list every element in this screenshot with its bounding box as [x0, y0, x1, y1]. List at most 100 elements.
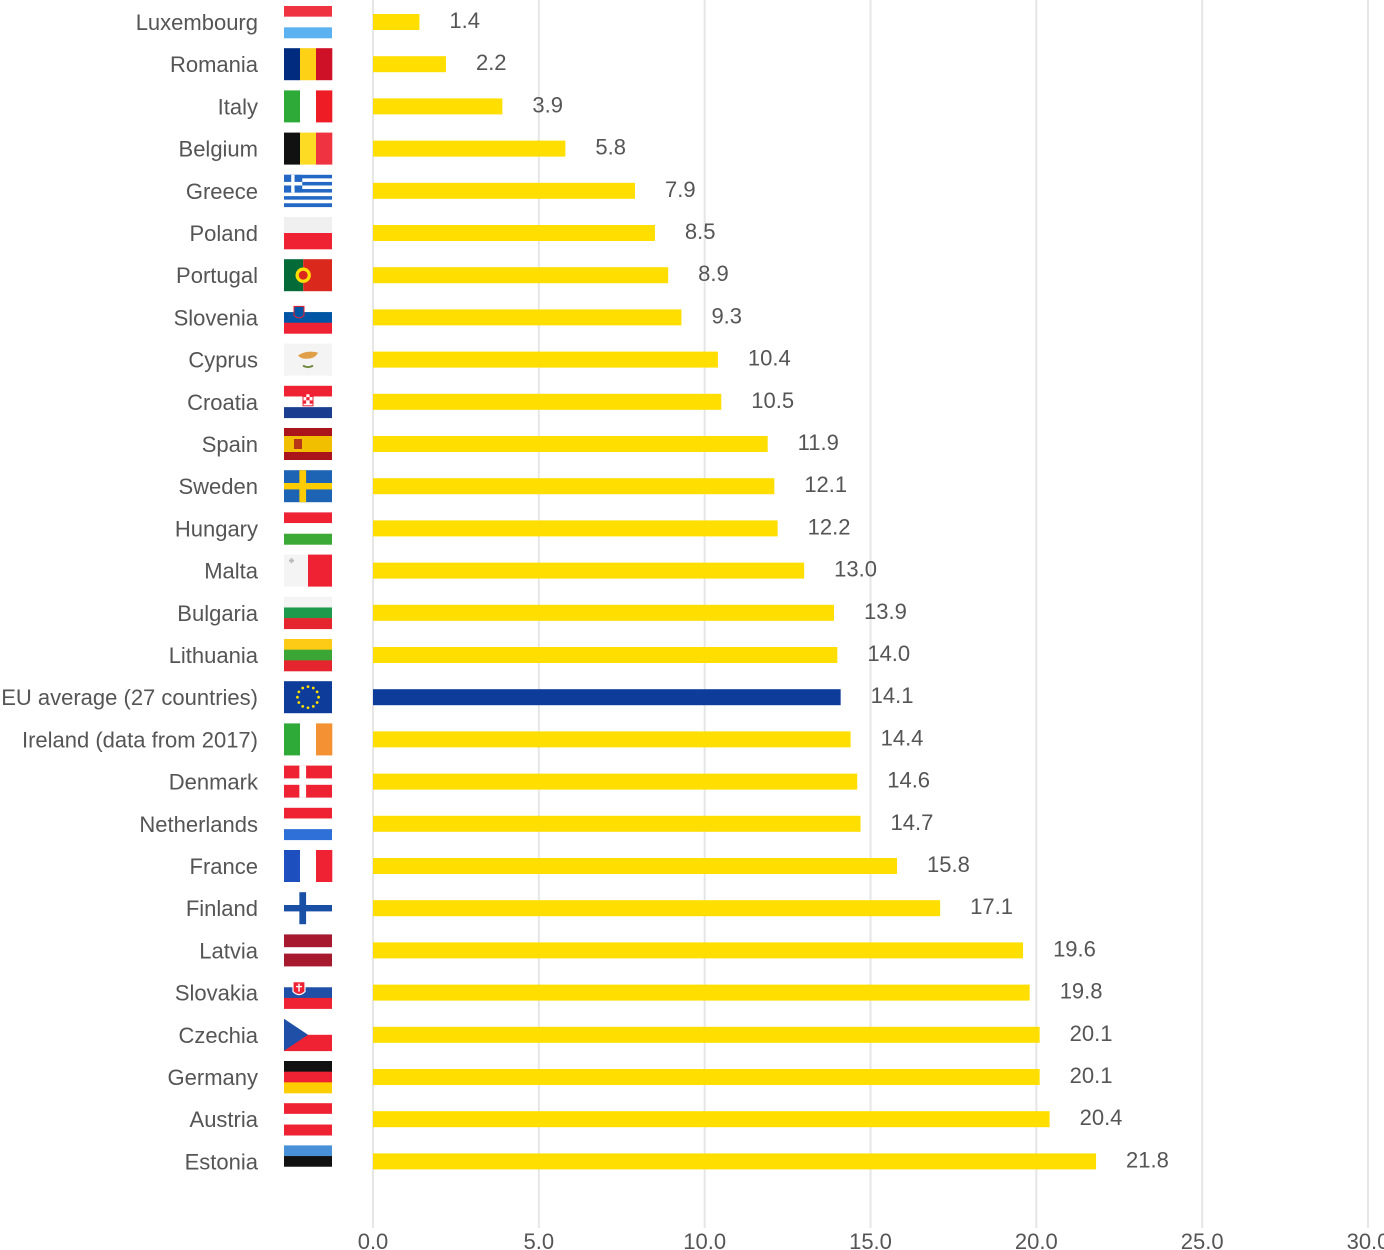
value-label-ireland-data-from-2017: 14.4: [881, 725, 924, 750]
bar-czechia: [373, 1026, 1040, 1043]
flag-france-icon: [284, 850, 333, 882]
category-label-finland: Finland: [186, 896, 258, 921]
flag-bulgaria-icon: [284, 596, 332, 630]
flag-sweden-icon: [284, 470, 332, 503]
value-label-france: 15.8: [927, 852, 970, 877]
x-tick-label: 20.0: [1015, 1229, 1058, 1250]
bar-austria: [373, 1111, 1050, 1128]
bar-germany: [373, 1069, 1040, 1085]
category-label-greece: Greece: [186, 179, 258, 204]
bar-slovakia: [373, 984, 1030, 1001]
value-label-luxembourg: 1.4: [449, 8, 480, 33]
bar-poland: [373, 225, 655, 241]
bar-netherlands: [373, 815, 861, 832]
category-label-hungary: Hungary: [175, 516, 258, 541]
bar-italy: [373, 98, 503, 115]
category-label-luxembourg: Luxembourg: [136, 10, 258, 35]
value-label-croatia: 10.5: [751, 388, 794, 413]
value-label-bulgaria: 13.9: [864, 599, 907, 624]
bar-bulgaria: [373, 604, 835, 621]
value-label-finland: 17.1: [970, 894, 1013, 919]
bar-lithuania: [373, 647, 838, 663]
bar-latvia: [373, 942, 1024, 959]
bar-slovenia: [373, 309, 682, 326]
value-label-romania: 2.2: [476, 50, 507, 75]
value-label-slovenia: 9.3: [711, 303, 742, 328]
flag-belgium-icon: [284, 132, 333, 165]
flag-slovakia-icon: [284, 976, 332, 1009]
flag-romania-icon: [284, 48, 333, 81]
category-label-ireland-data-from-2017: Ireland (data from 2017): [22, 727, 258, 752]
bar-croatia: [373, 393, 722, 410]
bar-sweden: [373, 478, 775, 495]
bar-greece: [373, 182, 636, 199]
bar-romania: [373, 56, 446, 73]
category-label-estonia: Estonia: [185, 1149, 259, 1174]
flag-latvia-icon: [284, 934, 332, 967]
value-label-denmark: 14.6: [887, 768, 930, 793]
category-label-bulgaria: Bulgaria: [177, 601, 258, 626]
value-label-italy: 3.9: [532, 92, 563, 117]
bar-finland: [373, 900, 941, 917]
value-label-slovakia: 19.8: [1060, 979, 1103, 1004]
bar-hungary: [373, 520, 778, 537]
flag-cyprus-icon: [284, 343, 332, 376]
category-label-austria: Austria: [190, 1107, 259, 1132]
bar-eu-average-27-countries: [373, 689, 841, 706]
flag-spain-icon: [284, 428, 332, 460]
category-label-romania: Romania: [170, 52, 259, 77]
flag-finland-icon: [284, 892, 332, 925]
flag-portugal-icon: [284, 259, 332, 292]
bar-estonia: [373, 1153, 1097, 1170]
value-label-portugal: 8.9: [698, 261, 729, 286]
bar-luxembourg: [373, 14, 420, 30]
flag-netherlands-icon: [284, 807, 332, 841]
value-label-greece: 7.9: [665, 177, 696, 202]
flag-poland-icon: [284, 217, 332, 250]
category-label-latvia: Latvia: [199, 938, 258, 963]
category-label-denmark: Denmark: [169, 770, 259, 795]
flag-denmark-icon: [284, 765, 332, 798]
flag-lithuania-icon: [284, 639, 332, 672]
category-label-portugal: Portugal: [176, 263, 258, 288]
category-label-malta: Malta: [204, 559, 259, 584]
flag-slovenia-icon: [284, 301, 332, 334]
value-label-spain: 11.9: [798, 430, 839, 455]
category-label-slovenia: Slovenia: [174, 305, 259, 330]
value-label-belgium: 5.8: [595, 135, 626, 160]
bar-malta: [373, 562, 805, 579]
x-tick-label: 15.0: [849, 1229, 892, 1250]
flag-germany-icon: [284, 1061, 332, 1094]
value-label-estonia: 21.8: [1126, 1147, 1169, 1172]
category-label-croatia: Croatia: [187, 390, 259, 415]
flag-hungary-icon: [284, 512, 332, 545]
flag-malta-icon: [284, 554, 332, 587]
bar-ireland-data-from-2017: [373, 731, 851, 748]
bar-france: [373, 858, 898, 874]
category-label-italy: Italy: [218, 94, 258, 119]
flag-greece-icon: [284, 174, 332, 208]
flag-eu-icon: [284, 681, 332, 714]
category-label-netherlands: Netherlands: [139, 812, 258, 837]
value-label-cyprus: 10.4: [748, 346, 791, 371]
flag-italy-icon: [284, 90, 333, 123]
x-tick-label: 5.0: [524, 1229, 555, 1250]
category-label-germany: Germany: [168, 1065, 258, 1090]
value-label-poland: 8.5: [685, 219, 716, 244]
value-label-czechia: 20.1: [1070, 1021, 1113, 1046]
flag-ireland-icon: [284, 723, 333, 756]
bar-belgium: [373, 140, 566, 157]
value-label-netherlands: 14.7: [891, 810, 934, 835]
x-tick-label: 0.0: [358, 1229, 389, 1250]
category-label-cyprus: Cyprus: [188, 348, 258, 373]
category-label-czechia: Czechia: [179, 1023, 259, 1048]
value-label-sweden: 12.1: [804, 472, 847, 497]
category-label-spain: Spain: [202, 432, 258, 457]
x-tick-label: 10.0: [683, 1229, 726, 1250]
category-label-poland: Poland: [189, 221, 258, 246]
value-label-hungary: 12.2: [808, 514, 851, 539]
flag-croatia-icon: [284, 385, 332, 419]
x-tick-label: 30.0: [1347, 1229, 1384, 1250]
category-label-lithuania: Lithuania: [169, 643, 259, 668]
